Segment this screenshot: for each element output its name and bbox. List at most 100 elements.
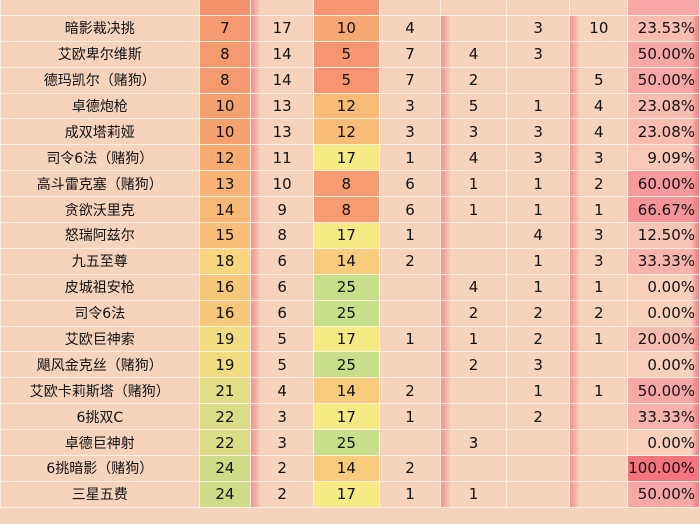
cell-rank: 19 <box>198 351 252 379</box>
cell-rank: 16 <box>198 273 252 301</box>
cell-count: 12 <box>313 118 380 146</box>
bar-indicator <box>570 171 581 196</box>
cell-c1 <box>378 299 442 327</box>
bar-indicator <box>251 456 262 481</box>
cell-value: 1 <box>405 226 415 245</box>
cell-value: 2 <box>468 304 479 323</box>
cell-value: 3 <box>594 252 604 271</box>
bar-indicator <box>251 42 262 67</box>
cell-value: 3 <box>277 407 287 426</box>
cell-value: 1 <box>405 485 415 504</box>
cell-c2 <box>440 377 507 405</box>
cell-c1: 1 <box>378 403 442 431</box>
cell-count: 14 <box>313 247 380 275</box>
cell-c2 <box>440 14 507 42</box>
cell-value: 17 <box>336 148 356 167</box>
rate-bar <box>691 456 699 481</box>
cell-value: 10 <box>215 97 235 115</box>
cell-name: 6挑暗影（赌狗） <box>0 455 200 482</box>
cell-rank: 8 <box>198 40 252 68</box>
cell-c4 <box>569 40 629 68</box>
cell-c4: 2 <box>569 170 629 198</box>
cell-rate: 100.00% <box>627 455 700 482</box>
cell-c3: 1 <box>505 92 571 120</box>
cell-value: 23.53% <box>637 19 695 38</box>
cell-c1: 2 <box>378 247 442 275</box>
table-row: 怒瑞阿兹尔 15 8 17 1 4 3 12.50% <box>0 222 700 249</box>
cell-name: 司令6法 <box>0 299 200 327</box>
bar-indicator <box>570 42 581 67</box>
cell-c3: 1 <box>505 247 571 275</box>
cell-value: 2 <box>533 407 543 426</box>
bar-indicator <box>441 430 452 455</box>
cell-value: 100.00% <box>628 459 695 478</box>
bar-indicator <box>251 301 262 326</box>
cell-value: 17 <box>272 19 292 38</box>
cell-c2: 1 <box>440 325 507 353</box>
cell-value: 12.50% <box>637 226 695 245</box>
bar-indicator <box>251 430 262 455</box>
cell-c1 <box>378 273 442 301</box>
cell-rate: 50.00% <box>627 66 700 94</box>
cell-value: 20.00% <box>637 330 695 349</box>
cell-c3: 1 <box>505 196 571 224</box>
cell-c4: 1 <box>569 273 629 301</box>
cell-value: 2 <box>468 355 479 374</box>
cell-rate: 0.00% <box>627 273 700 301</box>
cell-score: 2 <box>250 455 314 482</box>
bar-indicator <box>251 352 262 377</box>
rate-bar <box>691 94 699 118</box>
cell-rank: 24 <box>198 480 252 508</box>
cell-value: 1 <box>594 200 604 219</box>
cell-c1: 6 <box>378 170 442 198</box>
cell-value: 21 <box>215 381 235 400</box>
cell-value: 1 <box>533 200 543 219</box>
bar-indicator <box>251 145 262 170</box>
cell-value: 5 <box>277 330 287 349</box>
cell-count: 25 <box>313 351 380 379</box>
cell-value: 16 <box>215 278 235 297</box>
cell-c1: 1 <box>378 144 442 172</box>
cell-value: 2 <box>277 485 287 504</box>
cell-count: 12 <box>313 92 380 120</box>
rate-bar <box>691 404 699 429</box>
cell-value: 50.00% <box>637 381 695 400</box>
cell-name: 德玛凯尔（赌狗） <box>0 66 200 94</box>
cell-value: 3 <box>533 148 543 167</box>
cell-value: 1 <box>405 148 415 167</box>
bar-indicator <box>570 223 581 248</box>
cell-c2: 1 <box>440 480 507 508</box>
cell-rate: 33.33% <box>627 403 700 431</box>
cell-count: 17 <box>313 480 380 508</box>
bar-indicator <box>441 145 452 170</box>
cell-c2 <box>440 455 507 482</box>
cell-value: 艾欧卡莉斯塔（赌狗） <box>29 383 170 400</box>
cell-value: 13 <box>272 122 292 141</box>
cell-name: 司令6法（赌狗） <box>0 144 200 172</box>
cell-value: 0.00% <box>647 355 695 374</box>
bar-indicator <box>441 119 452 144</box>
cell-count: 25 <box>313 273 380 301</box>
cell-c1 <box>378 0 442 16</box>
cell-c4 <box>569 0 629 16</box>
rate-bar <box>691 171 699 196</box>
cell-value: 25 <box>336 278 356 297</box>
cell-value: 4 <box>277 381 287 400</box>
cell-value: 1 <box>594 330 604 349</box>
cell-value: 1 <box>468 330 479 349</box>
bar-indicator <box>570 197 581 222</box>
cell-score: 9 <box>250 196 314 224</box>
cell-value: 50.00% <box>637 485 695 504</box>
cell-value: 25 <box>336 355 356 374</box>
cell-value: 0.00% <box>647 278 695 297</box>
cell-score: 5 <box>250 351 314 379</box>
table-row: 艾欧卑尔维斯 8 14 5 7 4 3 50.00% <box>0 40 700 68</box>
cell-c4: 10 <box>569 14 629 42</box>
cell-value: 7 <box>405 71 415 90</box>
cell-value: 0.00% <box>647 304 695 323</box>
cell-c4: 4 <box>569 118 629 146</box>
cell-rate: 50.00% <box>627 480 700 508</box>
cell-count: 25 <box>313 429 380 457</box>
cell-count: 8 <box>313 196 380 224</box>
cell-score: 4 <box>250 377 314 405</box>
